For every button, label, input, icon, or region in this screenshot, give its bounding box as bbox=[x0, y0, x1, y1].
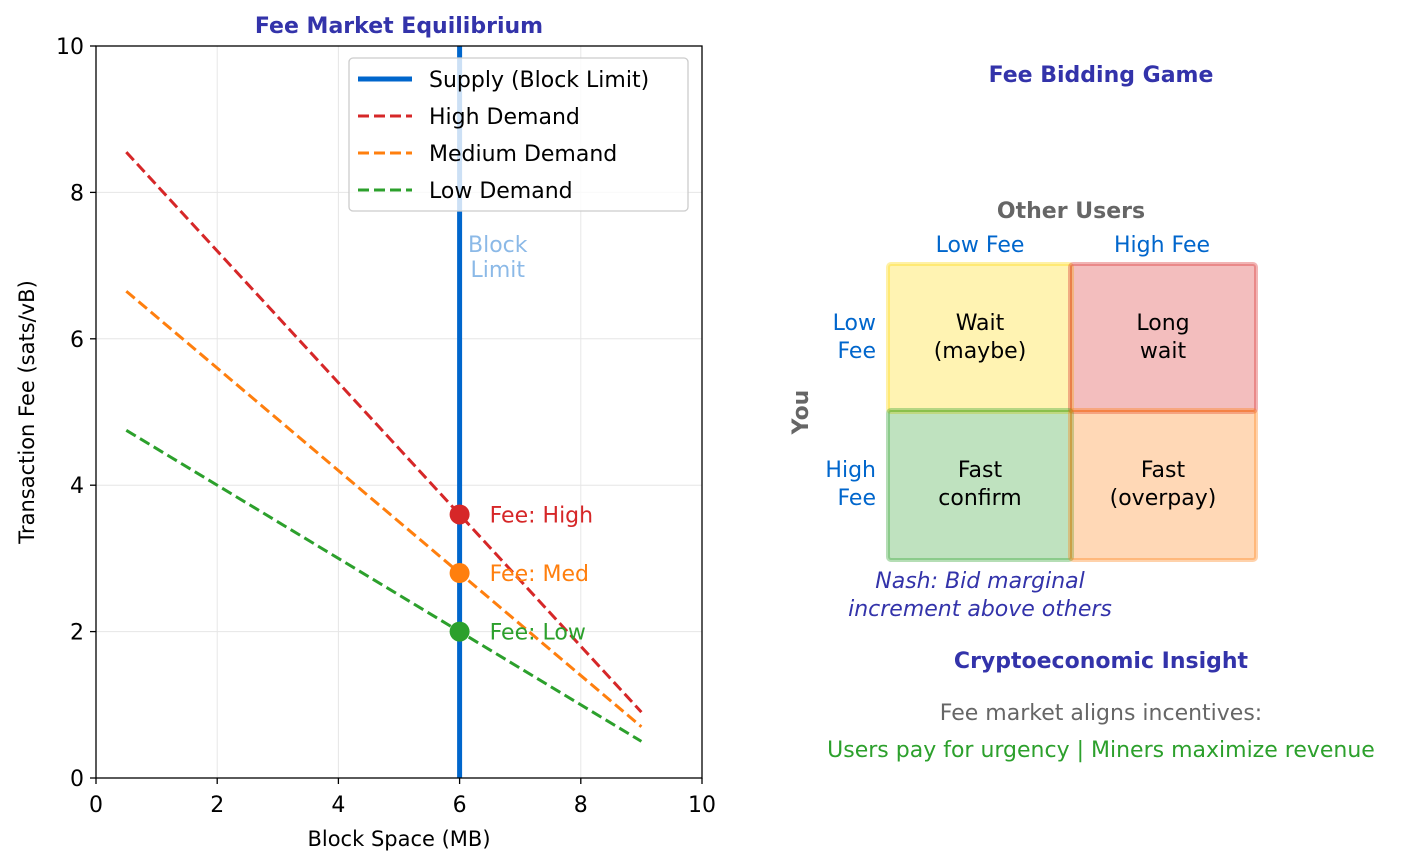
text-line: High bbox=[825, 458, 876, 483]
series-line-high-demand bbox=[125, 151, 643, 714]
x-tick-label: 10 bbox=[688, 793, 716, 818]
y-tick-label: 10 bbox=[56, 35, 84, 60]
x-tick-label: 6 bbox=[453, 793, 467, 818]
row-label: Low Fee bbox=[833, 311, 876, 364]
x-tick-label: 4 bbox=[331, 793, 345, 818]
col-header: Other Users bbox=[997, 199, 1145, 224]
legend-label: Low Demand bbox=[429, 179, 573, 204]
point-label: Fee: Med bbox=[490, 562, 589, 587]
text-line: (maybe) bbox=[934, 339, 1027, 364]
row-label: High Fee bbox=[825, 458, 876, 511]
legend-label: Supply (Block Limit) bbox=[429, 68, 649, 93]
y-tick-label: 2 bbox=[70, 621, 84, 646]
text-line: Nash: Bid marginal bbox=[875, 569, 1084, 594]
y-tick-label: 4 bbox=[70, 474, 84, 499]
text-line: confirm bbox=[938, 486, 1021, 511]
chart-title: Fee Market Equilibrium bbox=[255, 14, 543, 39]
text-line: Wait bbox=[956, 311, 1005, 336]
plot-frame bbox=[95, 45, 703, 779]
text-line: increment above others bbox=[848, 597, 1112, 622]
text-line: Long bbox=[1136, 311, 1189, 336]
insight-title: Cryptoeconomic Insight bbox=[954, 649, 1249, 674]
text-line: wait bbox=[1140, 339, 1187, 364]
text-line: Fast bbox=[958, 458, 1003, 483]
payoff-cell-text: Long wait bbox=[1136, 311, 1189, 364]
payoff-cell bbox=[1068, 262, 1258, 414]
payoff-cell-text: Fast confirm bbox=[938, 458, 1021, 511]
equilibrium-point bbox=[449, 621, 470, 642]
legend-box bbox=[348, 57, 689, 212]
y-tick-label: 0 bbox=[70, 767, 84, 792]
text-line: Low bbox=[833, 311, 876, 336]
row-header: You bbox=[789, 390, 814, 436]
point-label: Fee: Low bbox=[490, 621, 586, 646]
payoff-cell bbox=[1068, 408, 1258, 562]
payoff-cell-text: Fast (overpay) bbox=[1110, 458, 1217, 511]
y-axis-label: Transaction Fee (sats/vB) bbox=[15, 280, 39, 545]
series-line-medium-demand bbox=[125, 290, 643, 728]
payoff-cell bbox=[886, 408, 1074, 562]
legend-label: High Demand bbox=[429, 105, 580, 130]
y-tick-label: 6 bbox=[70, 328, 84, 353]
nash-note: Nash: Bid marginal increment above others bbox=[848, 569, 1112, 622]
text-line: Fee bbox=[837, 339, 876, 364]
y-tick-label: 8 bbox=[70, 181, 84, 206]
series-line-low-demand bbox=[125, 429, 643, 743]
text-line: Block bbox=[468, 233, 528, 258]
equilibrium-point bbox=[449, 563, 470, 584]
x-tick-label: 2 bbox=[210, 793, 224, 818]
col-label: High Fee bbox=[1114, 233, 1210, 258]
x-axis-label: Block Space (MB) bbox=[307, 827, 490, 851]
payoff-cell bbox=[886, 262, 1074, 414]
x-tick-label: 8 bbox=[574, 793, 588, 818]
block-limit-annotation: Block Limit bbox=[468, 233, 528, 283]
insight-line-2: Users pay for urgency | Miners maximize … bbox=[827, 738, 1375, 763]
text-line: Fee bbox=[837, 486, 876, 511]
game-title: Fee Bidding Game bbox=[989, 63, 1214, 88]
text-line: (overpay) bbox=[1110, 486, 1217, 511]
text-line: Limit bbox=[471, 258, 526, 283]
equilibrium-point bbox=[449, 504, 470, 525]
x-tick-label: 0 bbox=[89, 793, 103, 818]
insight-line-1: Fee market aligns incentives: bbox=[940, 701, 1262, 726]
legend-label: Medium Demand bbox=[429, 142, 617, 167]
col-label: Low Fee bbox=[936, 233, 1025, 258]
text-line: Fast bbox=[1141, 458, 1186, 483]
point-label: Fee: High bbox=[490, 503, 593, 528]
payoff-cell-text: Wait (maybe) bbox=[934, 311, 1027, 364]
